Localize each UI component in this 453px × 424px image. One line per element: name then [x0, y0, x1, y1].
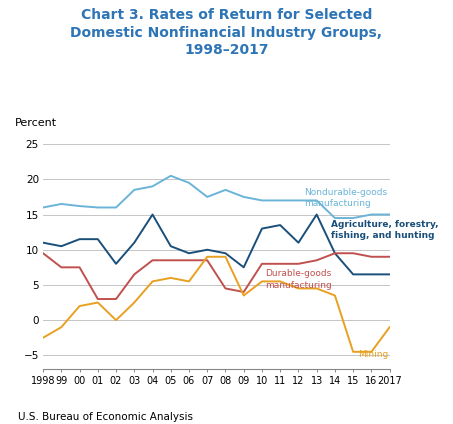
Text: Percent: Percent — [15, 117, 58, 128]
Text: Durable-goods
manufacturing: Durable-goods manufacturing — [265, 269, 333, 290]
Text: U.S. Bureau of Economic Analysis: U.S. Bureau of Economic Analysis — [18, 412, 193, 422]
Text: Agriculture, forestry,
fishing, and hunting: Agriculture, forestry, fishing, and hunt… — [331, 220, 439, 240]
Text: Chart 3. Rates of Return for Selected
Domestic Nonfinancial Industry Groups,
199: Chart 3. Rates of Return for Selected Do… — [71, 8, 382, 57]
Text: Nondurable-goods
manufacturing: Nondurable-goods manufacturing — [304, 188, 387, 208]
Text: Mining: Mining — [359, 350, 389, 359]
